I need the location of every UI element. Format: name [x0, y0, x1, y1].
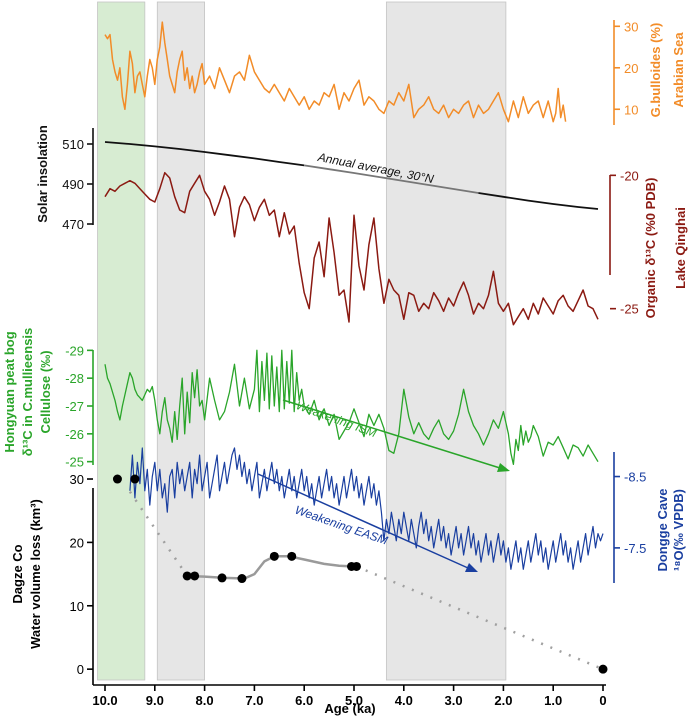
dongge-tick-label: -8.5: [624, 470, 646, 485]
dongge-series-line: [129, 447, 604, 570]
qinghai-tick-label: -20: [620, 168, 639, 183]
arabian-site-title: Arabian Sea: [671, 32, 686, 108]
dagze-tick-label: 0: [77, 662, 84, 677]
xaxis-tick-label: 10.0: [92, 693, 117, 708]
ism-annotation: Weakening ISM: [294, 398, 378, 440]
shaded-interval-0: [97, 1, 146, 681]
easm-annotation: Weakening EASM: [293, 503, 389, 548]
hongyuan-tick-label: -27: [65, 399, 84, 414]
axes-layer: 10 20 30 470 490 510 -20 -25 -25 -26 -27 -28 -29 -8.5…: [62, 19, 646, 708]
dagze-tick-label: 10: [70, 599, 84, 614]
dagze-point: [269, 551, 279, 561]
dagze-point: [237, 574, 247, 584]
dagze-axis-title-1: Dagze Co: [10, 544, 25, 603]
hongyuan-axis-title-1: Hongyuan peat bog: [2, 331, 17, 452]
hongyuan-tick-label: -26: [65, 427, 84, 442]
dagze-dashed-segment-0: [128, 490, 189, 577]
dagze-solid-curve: [187, 555, 355, 580]
arabian-tick-label: 30: [624, 19, 638, 34]
xaxis-tick-label: 9.0: [146, 693, 164, 708]
xaxis-tick-label: 7.0: [245, 693, 263, 708]
hongyuan-axis-title-2: δ¹³C in C.mullieensis: [20, 328, 35, 457]
qinghai-axis-title: Organic δ¹³C (%0 PDB): [643, 178, 658, 319]
hongyuan-tick-label: -29: [65, 343, 84, 358]
insolation-series-line: [104, 141, 305, 167]
xaxis-tick-label: 5.0: [345, 693, 363, 708]
dongge-axis-title: ¹⁸O(‰ VPDB): [671, 489, 686, 571]
insolation-series-line-grey: [304, 164, 479, 194]
insolation-series-line-end: [478, 192, 599, 210]
xaxis-tick-label: 8.0: [196, 693, 214, 708]
dagze-point: [598, 664, 608, 674]
xaxis-tick-label: 1.0: [544, 693, 562, 708]
xaxis-tick-label: 0: [599, 693, 606, 708]
shaded-interval-2: [385, 1, 507, 681]
dagze-tick-label: 20: [70, 535, 84, 550]
qinghai-series-line: [104, 171, 599, 326]
hongyuan-series-line: [104, 349, 599, 466]
dagze-point: [217, 573, 227, 583]
arabian-axis-title: G.bulloides (%): [648, 23, 663, 118]
xaxis-title: Age (ka): [324, 701, 375, 716]
qinghai-site-title: Lake Qinghai: [673, 207, 688, 289]
insolation-axis-title: Solar insolation: [35, 125, 50, 223]
xaxis-tick-label: 4.0: [395, 693, 413, 708]
ism-arrow-head: [497, 463, 510, 472]
arabian-tick-label: 10: [624, 102, 638, 117]
shaded-bands: [97, 1, 507, 681]
easm-arrow-head: [465, 563, 478, 572]
xaxis-tick-label: 2.0: [494, 693, 512, 708]
arabian-series-line: [104, 21, 567, 123]
insolation-tick-label: 490: [62, 177, 84, 192]
dagze-point: [182, 571, 192, 581]
hongyuan-tick-label: -25: [65, 455, 84, 470]
dagze-point: [351, 561, 361, 571]
dongge-tick-label: -7.5: [624, 541, 646, 556]
dagze-tick-label: 30: [70, 472, 84, 487]
arabian-tick-label: 20: [624, 61, 638, 76]
insolation-tick-label: 510: [62, 137, 84, 152]
dagze-axis-title-2: Water volume loss (km³): [28, 499, 43, 649]
dagze-point: [287, 551, 297, 561]
series-layer: [104, 21, 608, 674]
dagze-point: [112, 474, 122, 484]
hongyuan-axis-title-3: Cellulose (‰): [38, 350, 53, 433]
xaxis-tick-label: 6.0: [295, 693, 313, 708]
dagze-point: [130, 474, 140, 484]
qinghai-tick-label: -25: [620, 302, 639, 317]
xaxis-tick-label: 3.0: [445, 693, 463, 708]
hongyuan-tick-label: -28: [65, 371, 84, 386]
dagze-point: [190, 571, 200, 581]
easm-arrow-line: [257, 473, 469, 569]
ism-arrow-line: [282, 399, 501, 469]
insolation-tick-label: 470: [62, 217, 84, 232]
dongge-site-title: Dongge Cave: [655, 488, 670, 571]
